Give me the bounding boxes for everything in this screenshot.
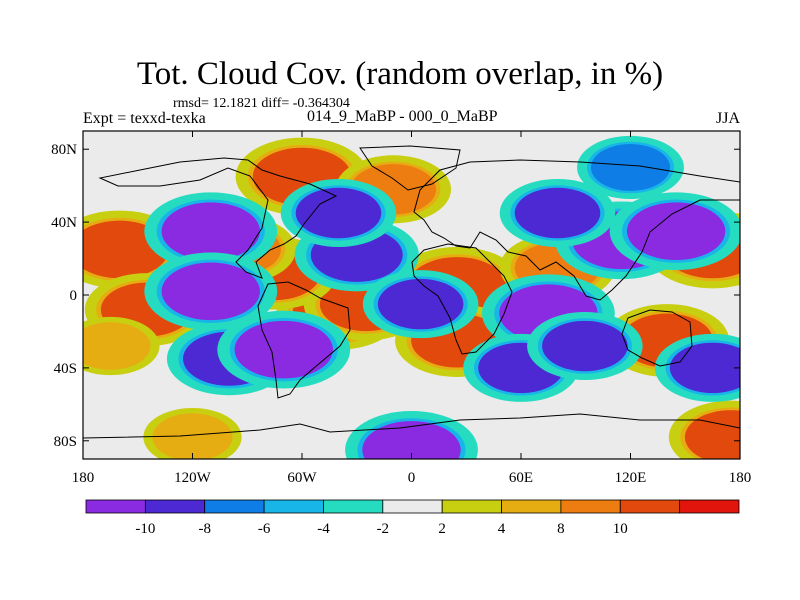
chart-title: Tot. Cloud Cov. (random overlap, in %) xyxy=(136,56,664,92)
colorbar-label: 4 xyxy=(498,521,506,537)
field-core-30 xyxy=(542,320,628,372)
axis-ticks: 180 120W 60W 0 60E 120E 180 80N 40N 0 40S 80S xyxy=(51,131,751,486)
colorbar-swatch-0 xyxy=(85,499,146,514)
colorbar-label: -10 xyxy=(135,521,155,537)
colorbar-swatch-10 xyxy=(679,499,740,514)
season-label: JJA xyxy=(715,110,740,127)
coast-greenland xyxy=(359,145,461,191)
y-tick-label: 80N xyxy=(51,142,77,158)
field-core-22 xyxy=(626,202,726,261)
field-core-16 xyxy=(161,202,260,261)
colorbar-label: -6 xyxy=(258,521,271,537)
colorbar-swatch-3 xyxy=(263,499,324,514)
field-core-19 xyxy=(377,278,464,330)
y-tick-label: 0 xyxy=(70,288,78,304)
y-tick-label: 80S xyxy=(54,434,77,450)
field-core-31 xyxy=(669,342,740,394)
colorbar-swatch-5 xyxy=(382,499,443,514)
field-core-27 xyxy=(590,144,671,191)
colorbar-swatch-8 xyxy=(560,499,621,514)
coast-south-america xyxy=(257,281,351,399)
comparison-label: 014_9_MaBP - 000_0_MaBP xyxy=(307,108,498,125)
colorbar-label: 10 xyxy=(613,521,628,537)
coast-antarctica xyxy=(83,413,740,439)
field-core-29 xyxy=(514,187,601,239)
colorbar-swatch-2 xyxy=(204,499,265,514)
field-core-17 xyxy=(161,262,260,321)
colorbar-label: -2 xyxy=(377,521,390,537)
colorbar-swatch-9 xyxy=(619,499,681,514)
field-core-25 xyxy=(234,320,333,379)
field-core-28 xyxy=(295,187,382,239)
y-tick-label: 40S xyxy=(54,361,77,377)
field-core-15 xyxy=(156,415,229,459)
colorbar-swatch-4 xyxy=(323,499,384,514)
colorbar-swatch-6 xyxy=(441,499,502,514)
x-tick-label: 60W xyxy=(287,470,317,486)
colorbar-label: -8 xyxy=(198,521,211,537)
x-tick-label: 0 xyxy=(408,470,416,486)
colorbar-swatch-1 xyxy=(144,499,206,514)
x-tick-label: 180 xyxy=(72,470,95,486)
x-tick-label: 120W xyxy=(174,470,212,486)
coastlines xyxy=(83,145,740,439)
cloud-anomaly-field xyxy=(83,135,740,459)
coast-north-america xyxy=(98,157,338,279)
experiment-label: Expt = texxd-texka xyxy=(83,110,206,127)
x-tick-label: 120E xyxy=(615,470,647,486)
colorbar-label: 2 xyxy=(438,521,446,537)
field-core-3 xyxy=(83,324,147,368)
field-core-14 xyxy=(684,410,740,459)
field-core-26 xyxy=(362,421,461,459)
y-tick-label: 40N xyxy=(51,215,77,231)
x-tick-label: 60E xyxy=(509,470,533,486)
x-tick-label: 180 xyxy=(729,470,752,486)
colorbar: -10 -8 -6 -4 -2 2 4 8 10 xyxy=(85,499,740,537)
colorbar-swatch-7 xyxy=(501,499,562,514)
stats-text: rmsd= 12.1821 diff= -0.364304 xyxy=(173,96,350,111)
colorbar-label: 8 xyxy=(557,521,565,537)
coast-eurasia xyxy=(413,159,740,301)
colorbar-label: -4 xyxy=(317,521,330,537)
coast-africa xyxy=(411,243,513,355)
coast-australia xyxy=(621,309,693,367)
